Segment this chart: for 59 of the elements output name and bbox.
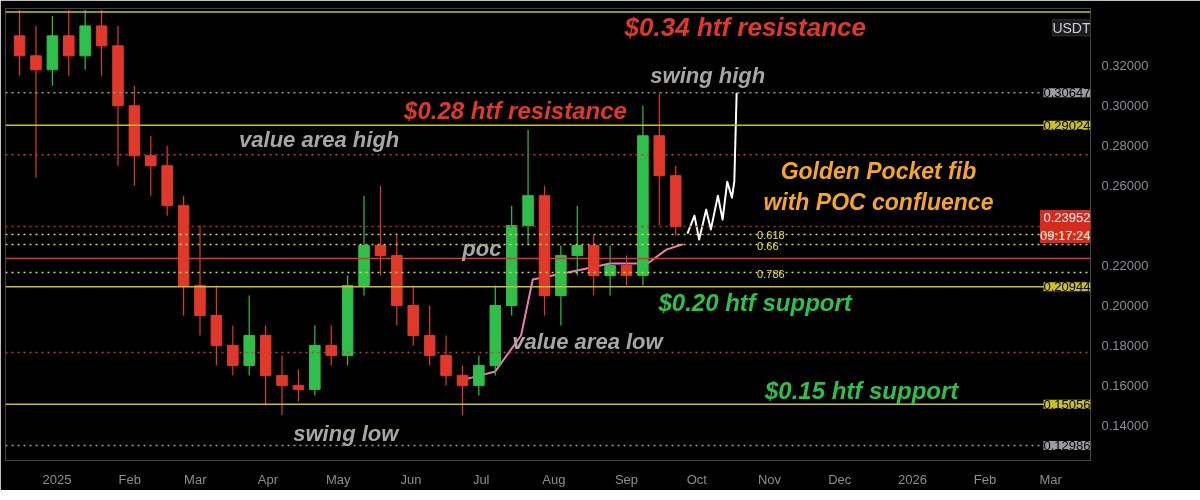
ref-line-label: 0.30647 <box>1043 85 1091 101</box>
candlestick <box>276 354 288 416</box>
y-axis-title: USDT <box>1052 19 1091 36</box>
annotation: 0.66 <box>757 239 779 252</box>
y-tick-label: 0.32000 <box>1101 58 1149 74</box>
annotation: $0.34 htf resistance <box>623 11 866 42</box>
annotation: $0.15 htf support <box>763 377 960 404</box>
x-tick-label: Feb <box>118 471 141 487</box>
x-tick-label: Oct <box>686 471 708 487</box>
y-tick-label: 0.18000 <box>1101 337 1149 353</box>
x-tick-label: Mar <box>184 471 208 487</box>
line-series <box>686 91 738 241</box>
candlestick <box>440 334 452 386</box>
x-tick-label: May <box>325 471 352 487</box>
candlestick <box>571 205 584 277</box>
ref-line-label: 0.23952 09:17:24 <box>1039 210 1091 244</box>
y-tick-label: 0.16000 <box>1101 377 1149 393</box>
x-tick-label: 2025 <box>42 471 72 487</box>
annotation: Golden Pocket fib with POC confluence <box>763 157 994 216</box>
candlestick <box>13 9 26 77</box>
candlestick <box>227 324 239 377</box>
x-tick-label: Jun <box>400 471 422 487</box>
candlestick <box>63 9 75 77</box>
y-tick-label: 0.26000 <box>1101 178 1149 194</box>
annotation: $0.20 htf support <box>657 289 853 316</box>
x-tick-label: Aug <box>542 471 566 487</box>
y-tick-label: 0.28000 <box>1101 138 1149 154</box>
annotation: swing high <box>650 63 766 88</box>
annotation: swing low <box>293 421 401 446</box>
x-tick-label: Dec <box>828 471 852 487</box>
ref-line-label: 0.12986 <box>1043 438 1091 454</box>
annotation: 0.786 <box>757 267 785 280</box>
ref-line-label: 0.20944 <box>1043 279 1091 295</box>
x-tick-label: Sep <box>614 471 639 487</box>
ref-line-label: 0.15056 <box>1043 396 1091 412</box>
candlestick <box>145 135 157 197</box>
x-tick-label: Nov <box>757 471 782 487</box>
candlestick <box>604 244 616 297</box>
candlestick <box>423 304 436 367</box>
y-tick-label: 0.20000 <box>1101 298 1149 314</box>
candlestick <box>325 324 338 367</box>
candlestick <box>30 25 42 179</box>
annotation: 0.618 <box>757 228 785 241</box>
ref-line-label: 0.29024 <box>1043 117 1091 133</box>
y-tick-label: 0.22000 <box>1101 258 1149 274</box>
x-tick-label: Jul <box>472 471 490 487</box>
x-tick-label: Feb <box>973 471 997 487</box>
candlestick <box>95 9 108 77</box>
annotation: $0.28 htf resistance <box>403 97 627 124</box>
candlestick <box>456 364 469 416</box>
candlestick <box>473 354 485 396</box>
annotation: value area high <box>239 127 400 152</box>
x-tick-label: Apr <box>257 471 279 487</box>
y-tick-label: 0.14000 <box>1101 417 1149 433</box>
x-tick-label: Mar <box>1039 471 1063 487</box>
x-tick-label: 2026 <box>897 471 927 487</box>
y-tick-label: 0.30000 <box>1101 98 1149 114</box>
annotation: poc <box>461 236 502 261</box>
candlestick <box>292 368 305 402</box>
